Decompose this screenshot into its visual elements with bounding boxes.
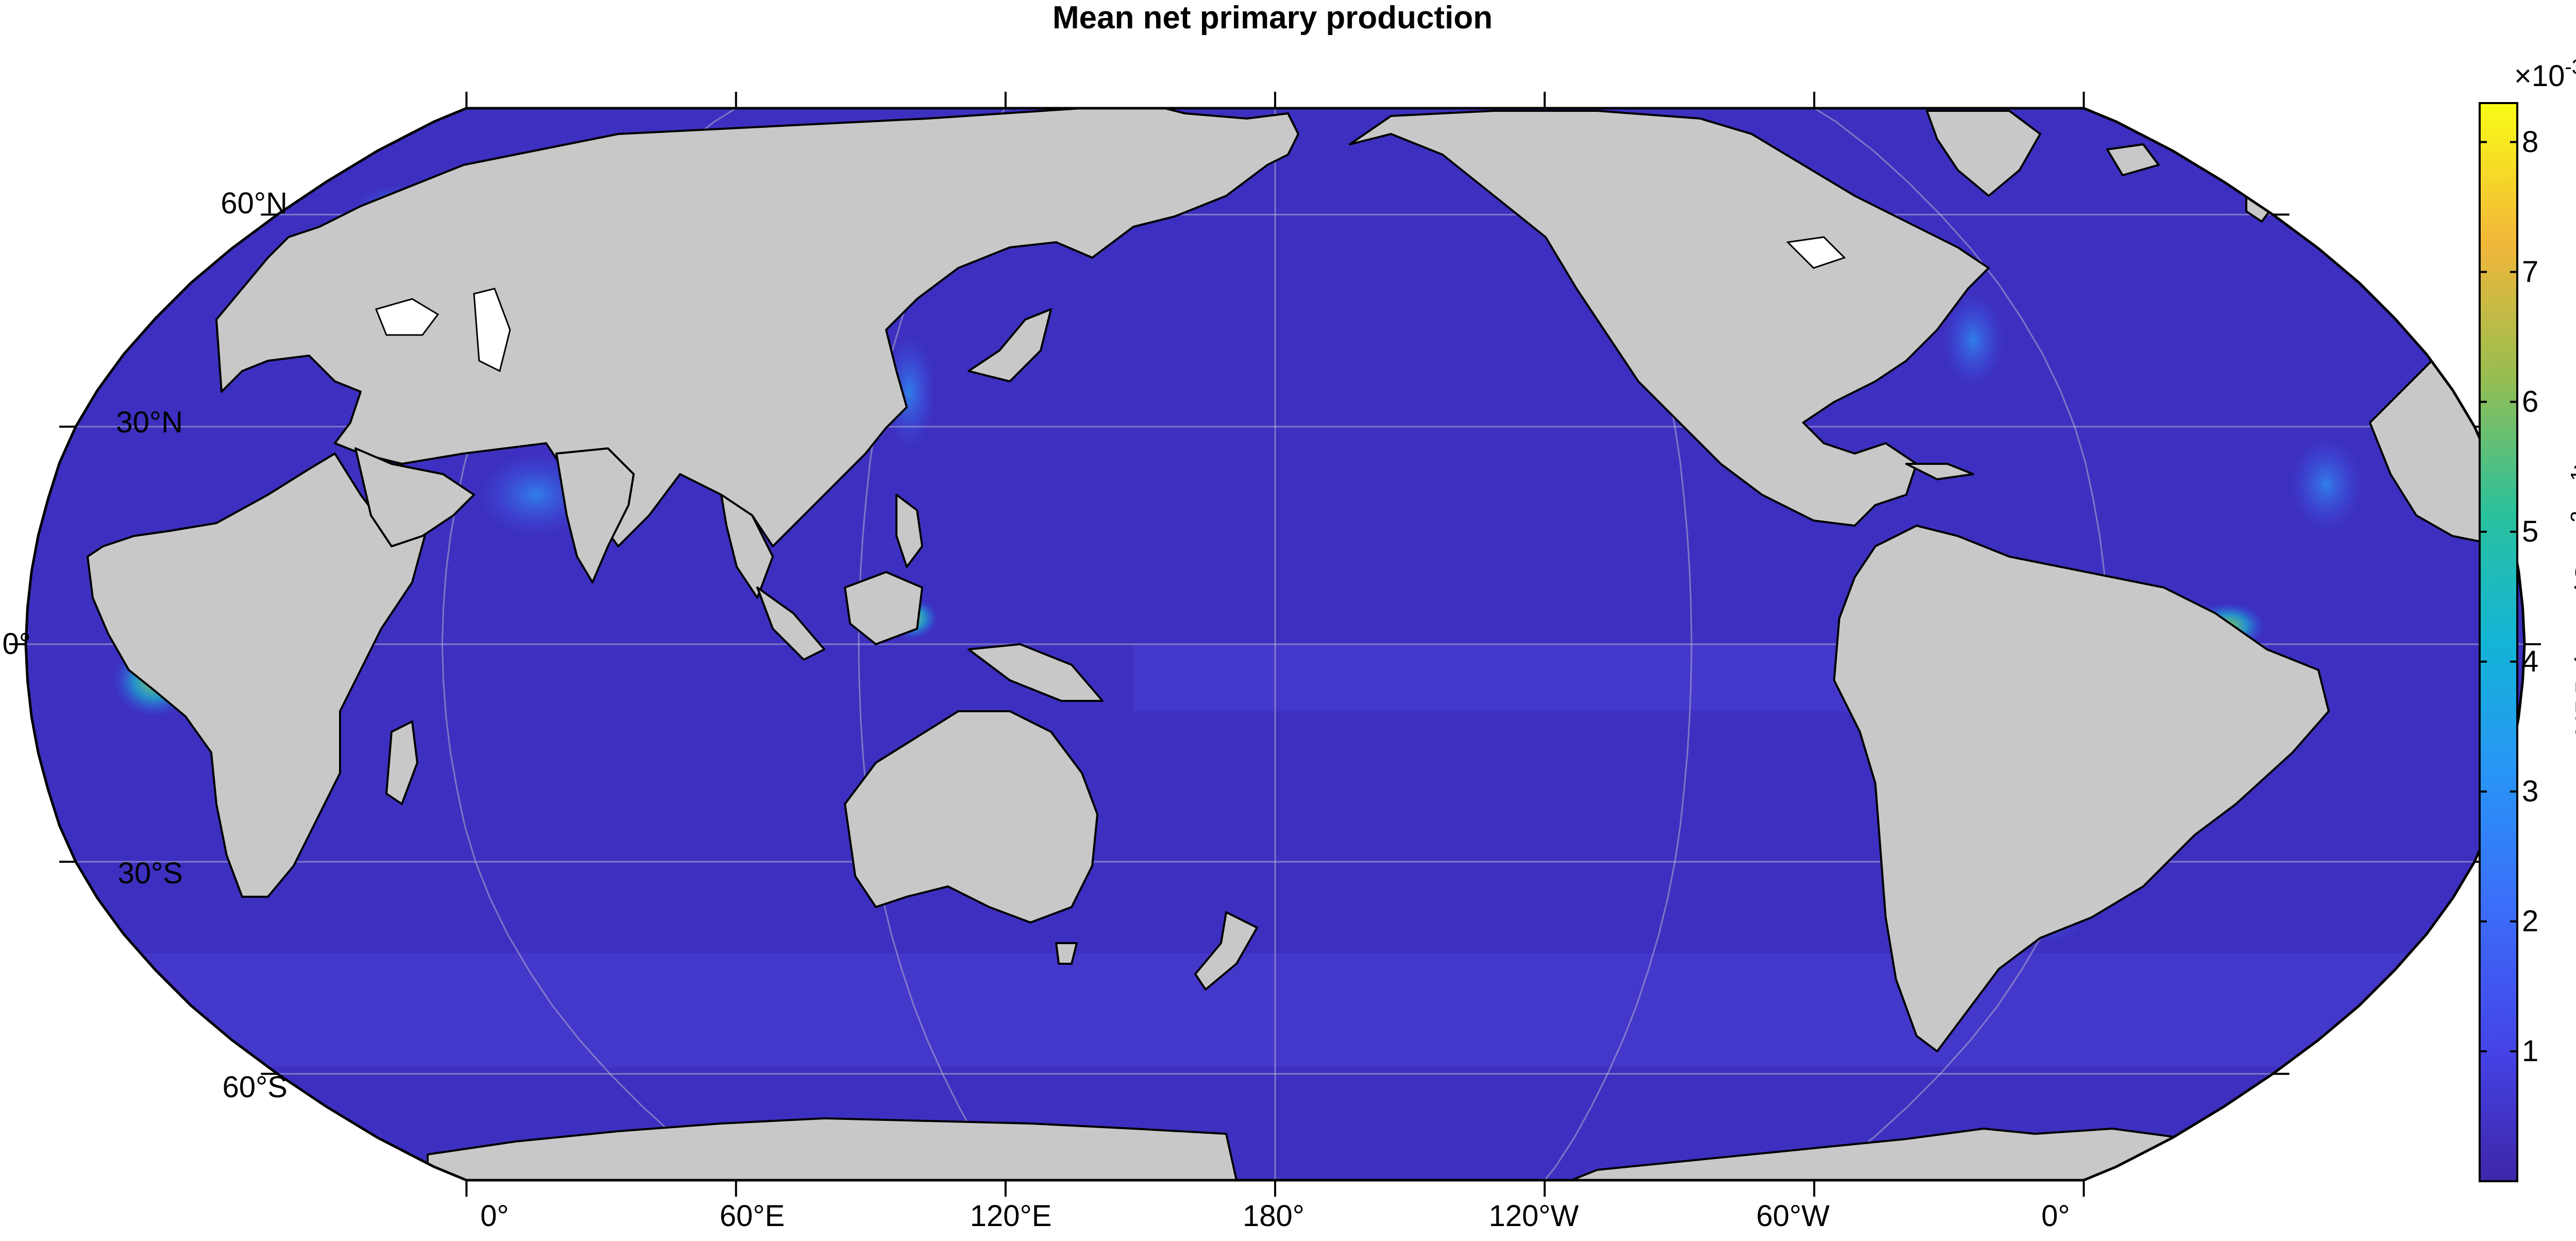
lat-label-30n: 30°N — [116, 406, 183, 439]
colorbar-tick-label: 7 — [2522, 255, 2539, 289]
lon-label-60e: 60°E — [719, 1199, 785, 1233]
colorbar-tick-label: 5 — [2522, 514, 2539, 548]
colorbar-tick-label: 4 — [2522, 644, 2539, 678]
map-title: Mean net primary production — [1052, 0, 1493, 36]
lon-label-120e: 120°E — [970, 1199, 1052, 1233]
lat-label-0: 0° — [2, 627, 31, 661]
great-lakes — [1786, 236, 1846, 269]
canary-hotspot — [2290, 438, 2362, 531]
sumatra — [756, 586, 825, 661]
lakes — [375, 236, 1846, 373]
colorbar-ticks — [2480, 141, 2517, 1052]
lat-label-60s: 60°S — [222, 1070, 287, 1104]
arabia — [354, 447, 475, 547]
lon-label-180: 180° — [1243, 1199, 1304, 1233]
globe — [24, 107, 2526, 1182]
colorbar-tick-label: 8 — [2522, 125, 2539, 159]
north-america — [1349, 110, 1990, 527]
lat-label-60n: 60°N — [221, 187, 287, 220]
antarctica — [427, 1117, 1238, 1180]
iceland — [2106, 143, 2160, 176]
india — [555, 447, 635, 583]
cuba — [1905, 463, 1974, 480]
colorbar-label: NPP (mmolC m-2 s-1) — [2567, 459, 2576, 736]
japan — [968, 308, 1052, 382]
black-sea — [375, 298, 439, 336]
lon-label-120w: 120°W — [1488, 1199, 1579, 1233]
south-america — [1833, 525, 2330, 1052]
yellow-sea-hotspot — [884, 335, 935, 448]
southern-ocean-band — [82, 953, 2504, 1067]
colorbar-tick-label: 6 — [2522, 384, 2539, 418]
eurasia — [215, 108, 1299, 547]
africa — [87, 452, 429, 898]
greenland — [1926, 110, 2041, 197]
lon-label-60w: 60°W — [1756, 1199, 1830, 1233]
caspian-sea — [473, 288, 511, 373]
north-atlantic-hotspot — [1942, 294, 2004, 387]
indochina — [720, 494, 774, 599]
antarctica-east — [1570, 1128, 2268, 1180]
colorbar-exponent: ×10-3 — [2514, 56, 2576, 93]
new-zealand — [1194, 911, 1258, 991]
axis-ticks — [9, 92, 2541, 1197]
borneo — [844, 571, 923, 645]
madagascar — [385, 720, 418, 805]
tasmania — [1055, 942, 1078, 965]
lon-label-0-west: 0° — [480, 1199, 509, 1233]
colorbar-tick-label: 3 — [2522, 774, 2539, 808]
lon-label-0-east: 0° — [2041, 1199, 2070, 1233]
colorbar — [2479, 102, 2518, 1182]
new-guinea — [968, 643, 1104, 702]
philippines — [895, 494, 923, 568]
colorbar-tick-label: 1 — [2522, 1034, 2539, 1068]
lat-label-30s: 30°S — [117, 857, 183, 890]
land-masses — [87, 108, 2524, 1180]
colorbar-tick-label: 2 — [2522, 904, 2539, 938]
australia — [844, 710, 1098, 924]
colorbar-gradient — [2479, 102, 2518, 1182]
